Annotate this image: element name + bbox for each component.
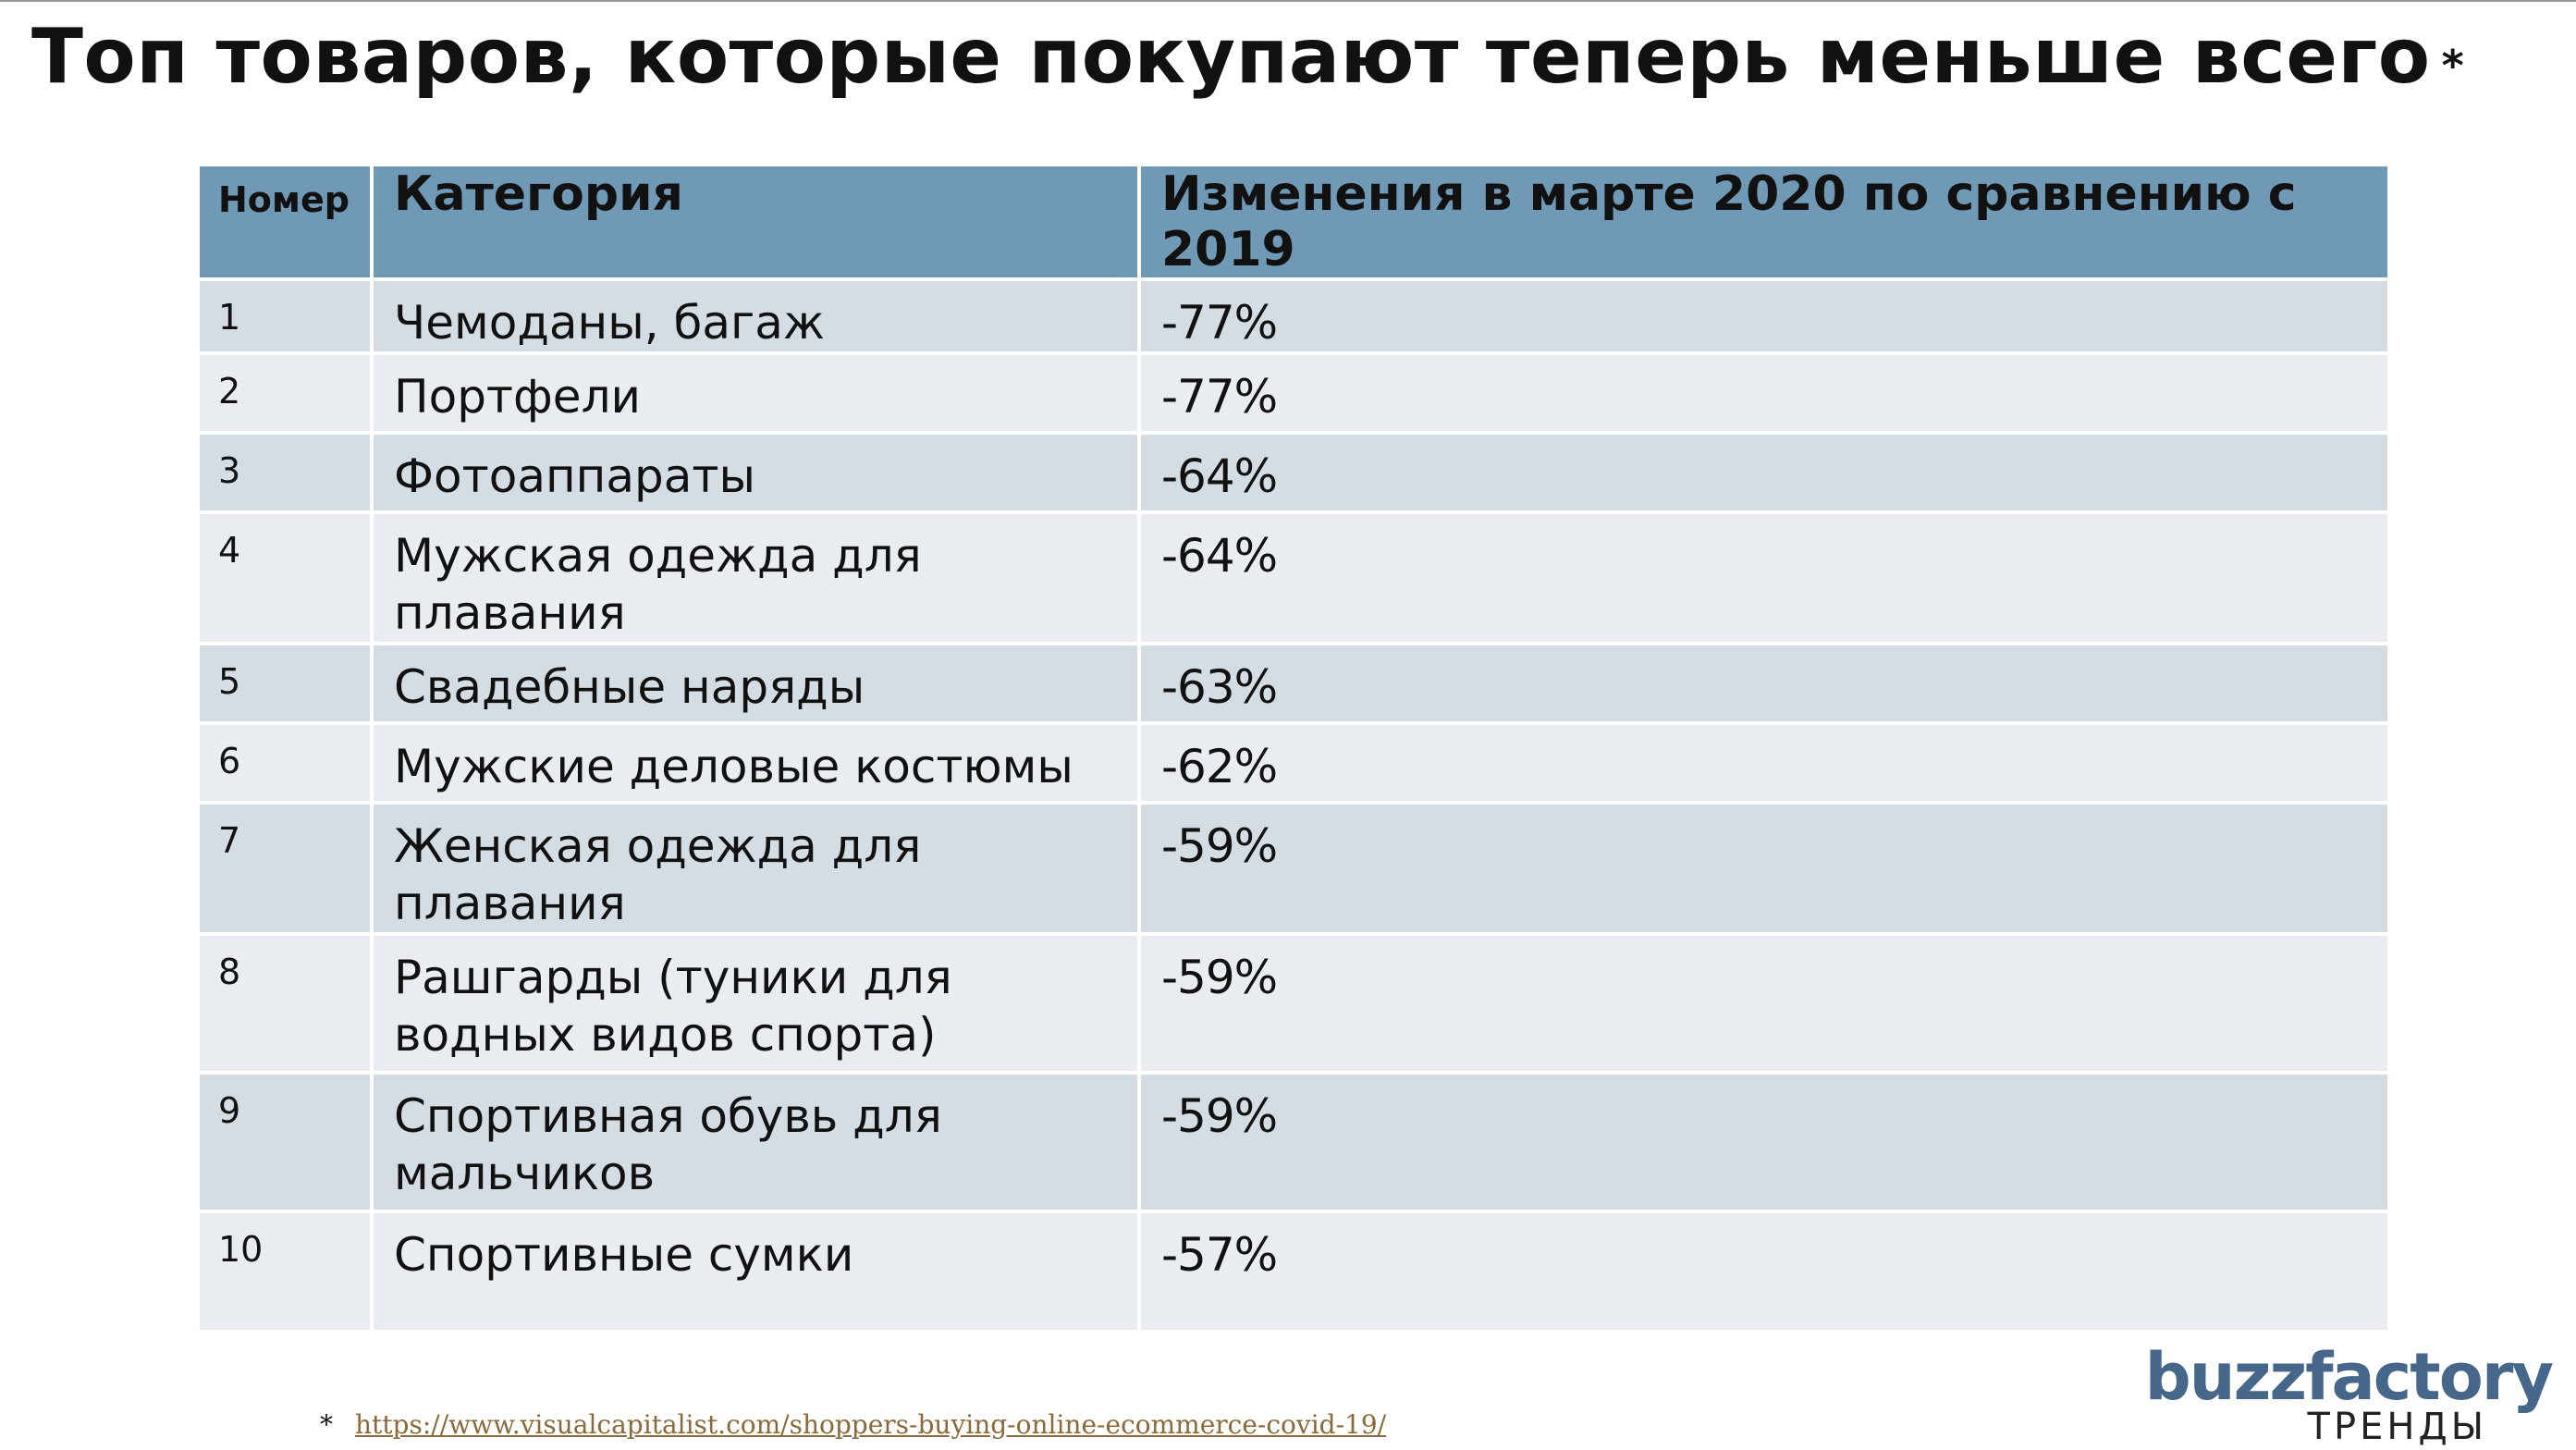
header-change: Изменения в марте 2020 по сравнению с 20… [1139,166,2387,281]
header-category: Категория [372,166,1141,281]
row-number: 2 [200,353,374,435]
row-category: Рашгарды (туники для водных видов спорта… [372,934,1141,1075]
table-row: 10 Спортивные сумки -57% [200,1211,2387,1333]
buzzfactory-logo: buzzfactory ТРЕНДЫ [2145,1339,2554,1448]
table-row: 3 Фотоаппараты -64% [200,433,2387,514]
table-header-row: Номер Категория Изменения в марте 2020 п… [200,166,2387,281]
row-category: Мужские деловые костюмы [372,723,1141,805]
table-row: 5 Свадебные наряды -63% [200,644,2387,725]
top-divider [0,0,2576,2]
row-change: -64% [1139,512,2387,645]
row-change: -59% [1139,1073,2387,1213]
row-number: 6 [200,723,374,805]
row-number: 1 [200,279,374,355]
row-category: Спортивные сумки [372,1211,1141,1333]
row-category: Чемоданы, багаж [372,279,1141,355]
row-number: 5 [200,644,374,725]
table-row: 2 Портфели -77% [200,353,2387,435]
row-change: -77% [1139,279,2387,355]
row-number: 7 [200,803,374,936]
row-number: 4 [200,512,374,645]
title-footnote-marker: * [2441,41,2465,91]
row-change: -62% [1139,723,2387,805]
header-number: Номер [200,166,374,281]
source-footnote: * https://www.visualcapitalist.com/shoppe… [320,1409,1386,1440]
row-number: 8 [200,934,374,1075]
row-change: -59% [1139,934,2387,1075]
table-row: 4 Мужская одежда для плавания -64% [200,512,2387,645]
row-change: -57% [1139,1211,2387,1333]
row-category: Спортивная обувь для мальчиков [372,1073,1141,1213]
logo-subtitle: ТРЕНДЫ [2307,1406,2487,1448]
logo-wordmark: buzzfactory [2144,1339,2554,1415]
page-title: Топ товаров, которые покупают теперь мен… [31,13,2464,101]
source-link[interactable]: https://www.visualcapitalist.com/shopper… [355,1409,1387,1440]
categories-table: Номер Категория Изменения в марте 2020 п… [200,166,2387,1333]
table-row: 9 Спортивная обувь для мальчиков -59% [200,1073,2387,1213]
row-change: -77% [1139,353,2387,435]
table-row: 1 Чемоданы, багаж -77% [200,279,2387,355]
table-row: 8 Рашгарды (туники для водных видов спор… [200,934,2387,1075]
footnote-marker: * [320,1409,333,1440]
row-category: Мужская одежда для плавания [372,512,1141,645]
row-number: 3 [200,433,374,514]
row-change: -63% [1139,644,2387,725]
row-change: -59% [1139,803,2387,936]
row-number: 9 [200,1073,374,1213]
row-category: Женская одежда для плавания [372,803,1141,936]
page-title-text: Топ товаров, которые покупают теперь мен… [31,13,2431,101]
table-row: 7 Женская одежда для плавания -59% [200,803,2387,936]
row-change: -64% [1139,433,2387,514]
row-category: Свадебные наряды [372,644,1141,725]
row-category: Фотоаппараты [372,433,1141,514]
table-row: 6 Мужские деловые костюмы -62% [200,723,2387,805]
row-category: Портфели [372,353,1141,435]
row-number: 10 [200,1211,374,1333]
